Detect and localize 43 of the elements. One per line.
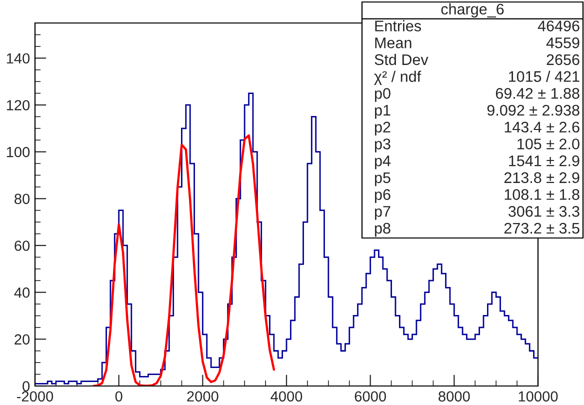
annotation: p1 [374,105,390,119]
annotation: 3061 ± 3.3 [508,206,580,217]
annotation: 1015 / 421 [508,70,580,82]
annotation: 213.8 ± 2.9 [504,172,580,184]
text: 2656 [546,54,580,66]
annotation: Entries [375,20,421,32]
annotation: 143.4 ± 2.6 [504,122,580,133]
annotation: 69.42 ± 1.88 [496,88,580,99]
annotation: p5 [374,172,390,186]
x-tick-label: 6000 [354,391,386,402]
annotation: Mean [375,38,412,48]
x-tick-label: 4000 [270,391,302,402]
y-tick-label: 140 [6,53,30,64]
annotation: 46496 [538,20,580,32]
annotation: 9.092 ± 2.938 [487,104,580,116]
annotation: χ² / ndf [374,70,422,85]
text: 4559 [546,37,580,48]
y-tick-label: 0 [22,381,30,392]
y-tick-label: 40 [14,287,30,298]
annotation: 273.2 ± 3.5 [504,222,580,234]
y-tick-label: 120 [6,100,30,110]
annotation: p6 [374,189,390,203]
annotation: p3 [374,138,390,152]
y-tick-label: 60 [14,240,30,251]
annotation: p0 [374,88,390,102]
x-tick-label: 10000 [518,391,558,402]
y-tick-label: 20 [14,334,30,345]
x-tick-label: -2000 [17,391,54,402]
annotation: p4 [374,156,391,170]
y-tick-label: 100 [6,146,30,158]
x-tick-label: 2000 [187,391,218,402]
text: charge_6 [441,3,504,18]
annotation: p7 [374,206,390,220]
line-series [92,134,276,386]
x-tick-label: 0 [115,391,122,402]
annotation: 108.1 ± 1.8 [504,189,580,200]
x-tick-label: 8000 [438,391,470,402]
annotation: p2 [374,122,390,136]
annotation: 105 ± 2.0 [518,138,580,150]
y-tick-label: 80 [14,194,30,204]
annotation: Std Dev [374,54,428,66]
annotation: 1541 ± 2.9 [509,155,580,166]
annotation: p8 [374,222,390,237]
